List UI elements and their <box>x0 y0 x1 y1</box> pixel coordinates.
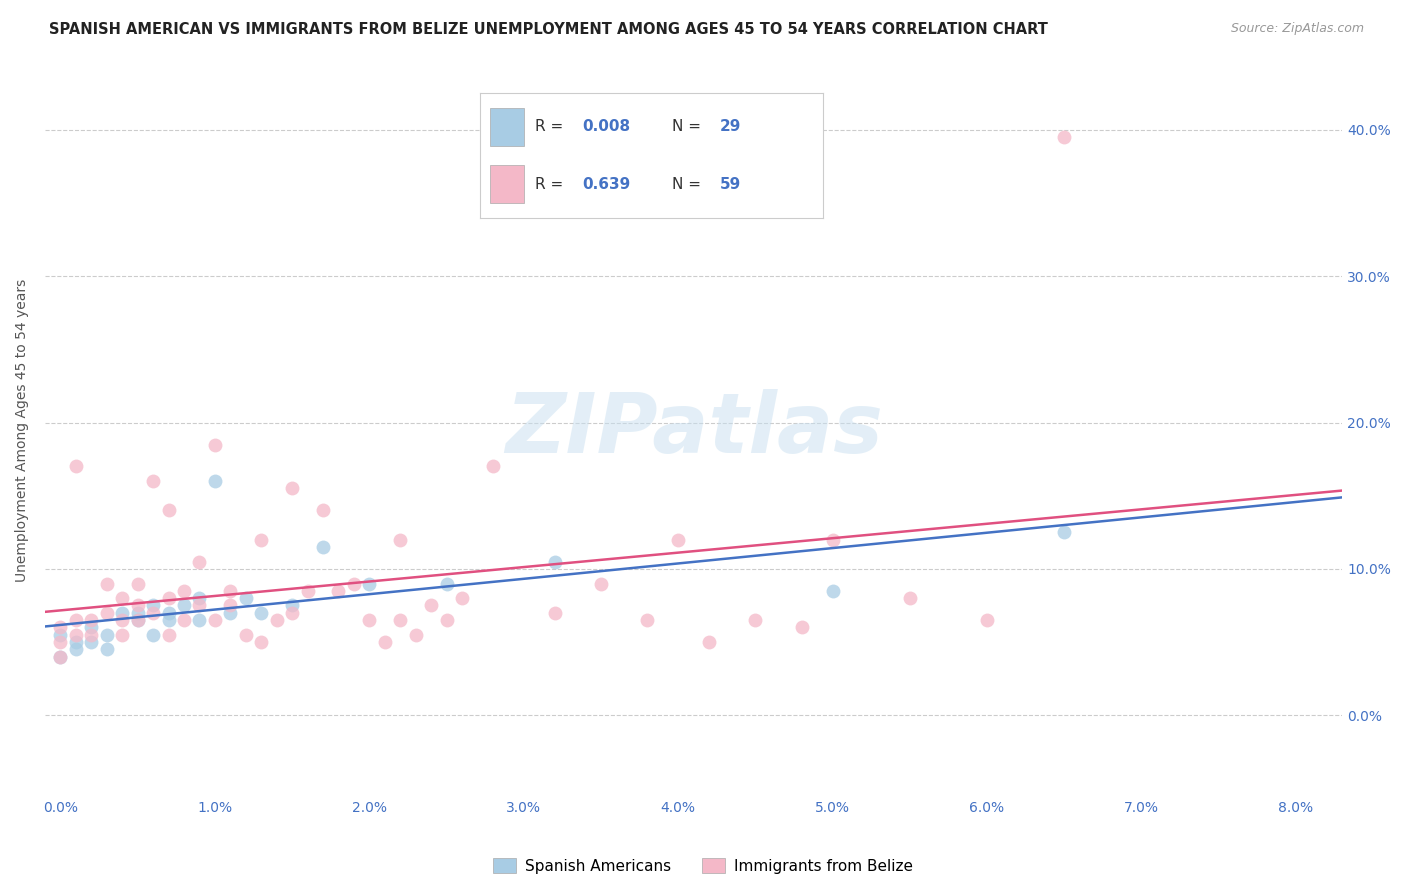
Point <box>420 599 443 613</box>
Point <box>49 628 72 642</box>
Point <box>173 583 195 598</box>
Point <box>111 606 134 620</box>
Point <box>80 635 103 649</box>
Point <box>281 606 304 620</box>
Point <box>65 459 87 474</box>
Point <box>250 533 273 547</box>
Point <box>157 591 180 606</box>
Point <box>1053 525 1076 540</box>
Point <box>96 576 118 591</box>
Point <box>96 628 118 642</box>
Point <box>898 591 921 606</box>
Point <box>157 613 180 627</box>
Point <box>65 635 87 649</box>
Point <box>250 606 273 620</box>
Point <box>790 620 813 634</box>
Point <box>127 606 149 620</box>
Point <box>204 437 226 451</box>
Point <box>65 613 87 627</box>
Text: ZIPatlas: ZIPatlas <box>505 390 883 470</box>
Point <box>127 613 149 627</box>
Point <box>589 576 612 591</box>
Point <box>96 642 118 657</box>
Point <box>219 599 242 613</box>
Point <box>343 576 366 591</box>
Point <box>49 649 72 664</box>
Point <box>281 482 304 496</box>
Point <box>235 628 257 642</box>
Point <box>188 599 211 613</box>
Point <box>436 613 458 627</box>
Point <box>65 628 87 642</box>
Point <box>111 591 134 606</box>
Point <box>405 628 427 642</box>
Point <box>297 583 319 598</box>
Point <box>389 613 412 627</box>
Point <box>111 628 134 642</box>
Point <box>235 591 257 606</box>
Point <box>312 503 335 517</box>
Point <box>666 533 689 547</box>
Point <box>111 613 134 627</box>
Point <box>157 503 180 517</box>
Point <box>976 613 998 627</box>
Point <box>312 540 335 554</box>
Point <box>204 474 226 488</box>
Point <box>157 628 180 642</box>
Point <box>142 474 165 488</box>
Point <box>173 599 195 613</box>
Point <box>188 555 211 569</box>
Point <box>697 635 720 649</box>
Point <box>744 613 766 627</box>
Point <box>250 635 273 649</box>
Point <box>543 555 565 569</box>
Point <box>328 583 350 598</box>
Point <box>188 591 211 606</box>
Point <box>142 599 165 613</box>
Point <box>821 583 844 598</box>
Point <box>142 628 165 642</box>
Point <box>374 635 396 649</box>
Point <box>482 459 505 474</box>
Point <box>219 606 242 620</box>
Point <box>157 606 180 620</box>
Legend: Spanish Americans, Immigrants from Belize: Spanish Americans, Immigrants from Beliz… <box>486 852 920 880</box>
Point <box>359 613 381 627</box>
Point <box>49 649 72 664</box>
Point <box>219 583 242 598</box>
Point <box>96 606 118 620</box>
Y-axis label: Unemployment Among Ages 45 to 54 years: Unemployment Among Ages 45 to 54 years <box>15 278 30 582</box>
Point <box>204 613 226 627</box>
Text: SPANISH AMERICAN VS IMMIGRANTS FROM BELIZE UNEMPLOYMENT AMONG AGES 45 TO 54 YEAR: SPANISH AMERICAN VS IMMIGRANTS FROM BELI… <box>49 22 1047 37</box>
Point <box>543 606 565 620</box>
Point <box>65 642 87 657</box>
Point <box>1053 130 1076 145</box>
Point <box>389 533 412 547</box>
Point <box>127 576 149 591</box>
Point <box>127 599 149 613</box>
Point <box>80 628 103 642</box>
Point <box>127 613 149 627</box>
Text: Source: ZipAtlas.com: Source: ZipAtlas.com <box>1230 22 1364 36</box>
Point <box>281 599 304 613</box>
Point <box>80 613 103 627</box>
Point <box>173 613 195 627</box>
Point <box>80 620 103 634</box>
Point <box>188 613 211 627</box>
Point <box>436 576 458 591</box>
Point <box>142 606 165 620</box>
Point <box>49 620 72 634</box>
Point <box>359 576 381 591</box>
Point <box>636 613 658 627</box>
Point <box>49 635 72 649</box>
Point <box>266 613 288 627</box>
Point <box>451 591 474 606</box>
Point <box>821 533 844 547</box>
